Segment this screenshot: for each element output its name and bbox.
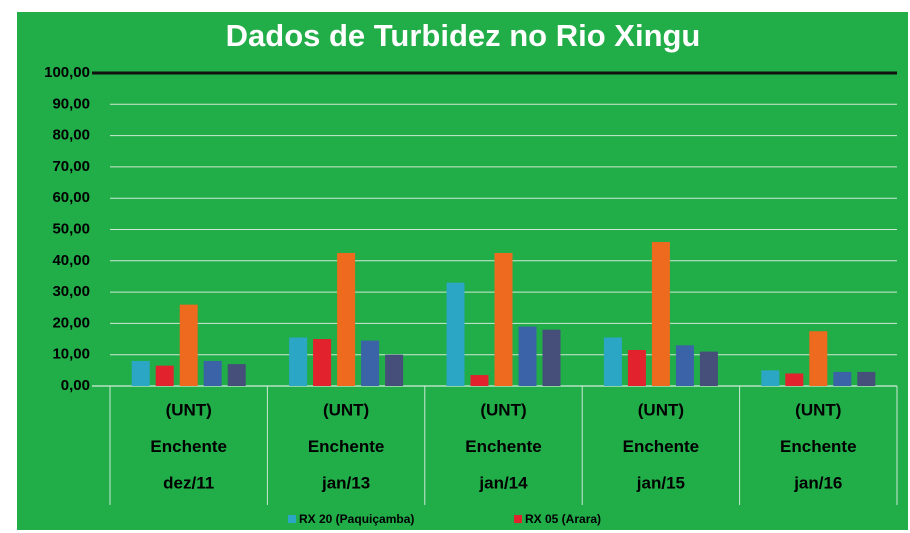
y-tick-label: 60,00 [52, 189, 90, 206]
bar [518, 326, 537, 386]
x-tick-label: jan/14 [478, 473, 528, 492]
bar [361, 340, 380, 386]
bar [313, 339, 332, 386]
bar [761, 370, 780, 386]
x-tick-label: jan/15 [636, 473, 685, 492]
bar [203, 360, 222, 386]
y-tick-label: 10,00 [52, 346, 90, 363]
bar [833, 371, 852, 386]
y-tick-label: 50,00 [52, 220, 90, 237]
x-tick-label: Enchente [308, 437, 385, 456]
bar [155, 365, 174, 386]
chart-background [17, 12, 908, 530]
chart-title: Dados de Turbidez no Rio Xingu [226, 18, 701, 53]
x-tick-label: jan/13 [321, 473, 370, 492]
x-tick-label: Enchente [465, 437, 542, 456]
bar [337, 252, 356, 386]
x-tick-label: Enchente [623, 437, 700, 456]
x-tick-label: Enchente [150, 437, 227, 456]
x-tick-label: jan/16 [793, 473, 842, 492]
x-tick-label: (UNT) [795, 400, 841, 419]
bar [627, 350, 646, 386]
x-tick-label: dez/11 [163, 473, 214, 492]
bar [494, 252, 513, 386]
x-tick-label: (UNT) [638, 400, 684, 419]
bar [699, 351, 718, 386]
x-tick-label: Enchente [780, 437, 857, 456]
bar [227, 364, 246, 386]
legend-label: RX 20 (Paquiçamba) [299, 512, 414, 526]
bar [651, 242, 670, 386]
y-tick-label: 100,00 [44, 64, 90, 81]
legend-swatch [288, 515, 296, 523]
bar [675, 345, 694, 386]
x-tick-label: (UNT) [480, 400, 526, 419]
y-tick-label: 80,00 [52, 127, 90, 144]
bar [131, 360, 150, 386]
bar [603, 337, 622, 386]
x-tick-label: (UNT) [166, 400, 212, 419]
y-tick-label: 30,00 [52, 283, 90, 300]
legend-label: RX 05 (Arara) [525, 512, 601, 526]
bar [785, 373, 804, 386]
y-tick-label: 20,00 [52, 314, 90, 331]
bar [809, 331, 828, 386]
x-tick-label: (UNT) [323, 400, 369, 419]
y-tick-label: 70,00 [52, 158, 90, 175]
bar [179, 304, 198, 386]
bar [446, 282, 465, 386]
bar [542, 329, 561, 386]
y-tick-label: 0,00 [61, 377, 90, 394]
legend-swatch [514, 515, 522, 523]
bar [470, 375, 489, 386]
y-tick-label: 90,00 [52, 95, 90, 112]
bar [857, 371, 876, 386]
y-tick-label: 40,00 [52, 252, 90, 269]
bar [289, 337, 308, 386]
bar [385, 354, 404, 386]
